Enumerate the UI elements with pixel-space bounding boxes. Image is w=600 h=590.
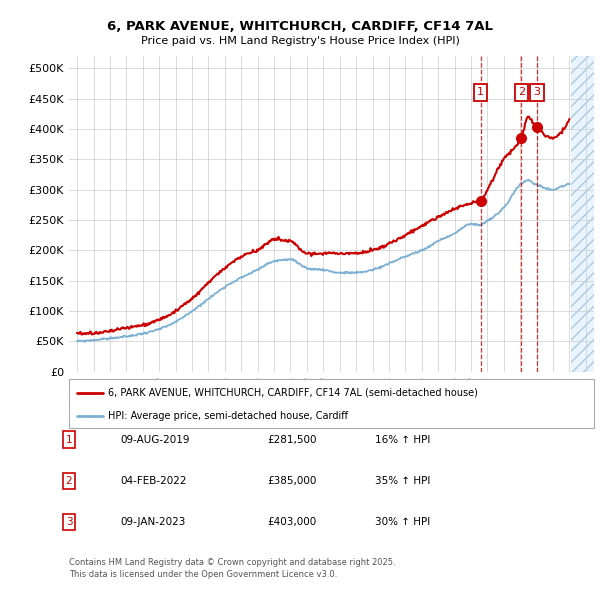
Text: 35% ↑ HPI: 35% ↑ HPI: [375, 476, 430, 486]
Bar: [571, 56, 594, 372]
Bar: [571, 56, 594, 372]
Text: 09-AUG-2019: 09-AUG-2019: [120, 435, 190, 444]
Text: £403,000: £403,000: [267, 517, 316, 527]
Text: 16% ↑ HPI: 16% ↑ HPI: [375, 435, 430, 444]
Text: 09-JAN-2023: 09-JAN-2023: [120, 517, 185, 527]
Text: £385,000: £385,000: [267, 476, 316, 486]
Text: 1: 1: [477, 87, 484, 97]
Text: 3: 3: [533, 87, 541, 97]
Text: 30% ↑ HPI: 30% ↑ HPI: [375, 517, 430, 527]
Text: 1: 1: [65, 435, 73, 444]
Text: 04-FEB-2022: 04-FEB-2022: [120, 476, 187, 486]
Text: 2: 2: [65, 476, 73, 486]
Text: HPI: Average price, semi-detached house, Cardiff: HPI: Average price, semi-detached house,…: [109, 411, 349, 421]
FancyBboxPatch shape: [69, 379, 594, 428]
Text: £281,500: £281,500: [267, 435, 317, 444]
Text: 2: 2: [518, 87, 525, 97]
Text: 6, PARK AVENUE, WHITCHURCH, CARDIFF, CF14 7AL: 6, PARK AVENUE, WHITCHURCH, CARDIFF, CF1…: [107, 20, 493, 33]
Text: Price paid vs. HM Land Registry's House Price Index (HPI): Price paid vs. HM Land Registry's House …: [140, 37, 460, 46]
Text: Contains HM Land Registry data © Crown copyright and database right 2025.
This d: Contains HM Land Registry data © Crown c…: [69, 558, 395, 579]
Text: 3: 3: [65, 517, 73, 527]
Text: 6, PARK AVENUE, WHITCHURCH, CARDIFF, CF14 7AL (semi-detached house): 6, PARK AVENUE, WHITCHURCH, CARDIFF, CF1…: [109, 388, 478, 398]
